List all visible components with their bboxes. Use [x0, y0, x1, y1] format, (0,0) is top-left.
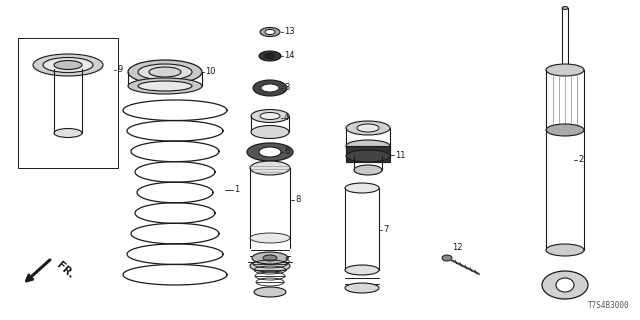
Text: 7: 7: [383, 226, 388, 235]
Text: 3: 3: [284, 84, 289, 92]
Ellipse shape: [346, 150, 390, 162]
Ellipse shape: [546, 124, 584, 136]
Ellipse shape: [345, 183, 379, 193]
Text: T7S4B3000: T7S4B3000: [588, 301, 630, 310]
Ellipse shape: [247, 143, 293, 161]
Ellipse shape: [253, 80, 287, 96]
Text: 8: 8: [295, 196, 300, 204]
Ellipse shape: [33, 54, 103, 76]
Bar: [18, 38, 118, 168]
Ellipse shape: [346, 121, 390, 135]
Ellipse shape: [354, 165, 382, 175]
Ellipse shape: [54, 60, 82, 69]
Text: 1: 1: [234, 186, 239, 195]
Ellipse shape: [251, 125, 289, 139]
Ellipse shape: [442, 255, 452, 261]
Ellipse shape: [149, 67, 181, 77]
Ellipse shape: [345, 283, 379, 293]
Ellipse shape: [345, 265, 379, 275]
Ellipse shape: [357, 124, 379, 132]
Ellipse shape: [250, 161, 290, 175]
Ellipse shape: [128, 60, 202, 84]
Ellipse shape: [252, 252, 288, 264]
Ellipse shape: [259, 51, 281, 61]
Text: 10: 10: [205, 68, 216, 76]
Ellipse shape: [128, 78, 202, 94]
Ellipse shape: [265, 53, 275, 59]
Text: 11: 11: [395, 150, 406, 159]
Ellipse shape: [43, 58, 93, 73]
Ellipse shape: [260, 28, 280, 36]
Ellipse shape: [346, 140, 390, 152]
Text: 12: 12: [452, 244, 463, 252]
Text: 5: 5: [284, 258, 289, 267]
Text: 9: 9: [117, 66, 122, 75]
Ellipse shape: [260, 113, 280, 119]
Text: 14: 14: [284, 52, 294, 60]
Bar: [346, 146, 390, 162]
Ellipse shape: [250, 260, 290, 272]
Text: 4: 4: [284, 114, 289, 123]
Text: 6: 6: [284, 148, 289, 156]
Ellipse shape: [556, 278, 574, 292]
Ellipse shape: [263, 255, 277, 261]
Ellipse shape: [254, 287, 286, 297]
Ellipse shape: [265, 29, 275, 35]
Ellipse shape: [138, 64, 192, 80]
Text: 13: 13: [284, 28, 294, 36]
Ellipse shape: [562, 6, 568, 10]
Ellipse shape: [138, 81, 192, 91]
Ellipse shape: [542, 271, 588, 299]
Ellipse shape: [546, 64, 584, 76]
Ellipse shape: [250, 233, 290, 243]
Ellipse shape: [261, 84, 279, 92]
Ellipse shape: [259, 147, 281, 157]
Ellipse shape: [546, 244, 584, 256]
Text: FR.: FR.: [55, 260, 76, 280]
Ellipse shape: [54, 129, 82, 138]
Text: 2: 2: [578, 156, 583, 164]
Ellipse shape: [251, 109, 289, 123]
